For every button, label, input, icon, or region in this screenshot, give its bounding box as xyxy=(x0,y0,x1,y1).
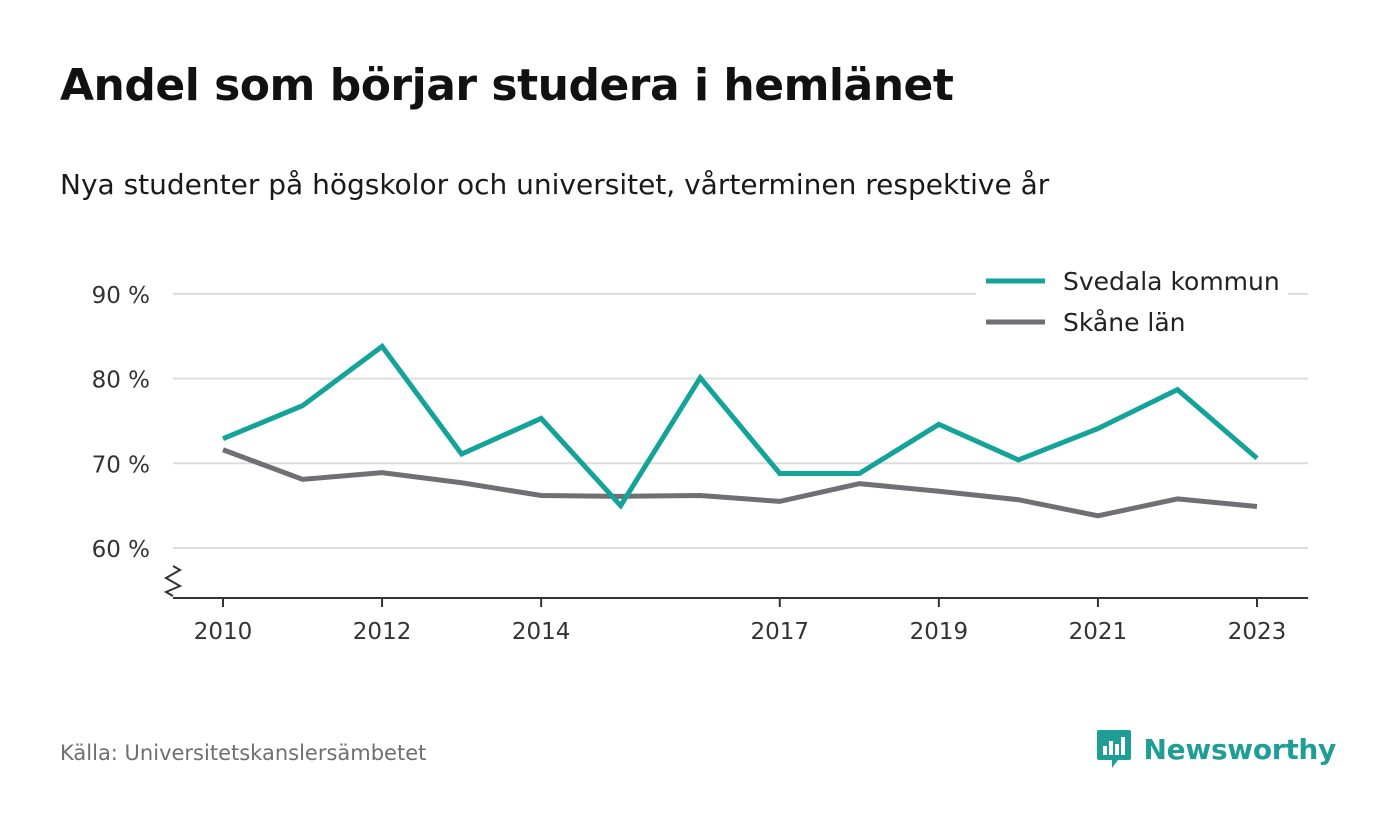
legend: Svedala kommun Skåne län xyxy=(976,256,1288,348)
x-tick-labels: 2010 2012 2014 2017 2019 2021 2023 xyxy=(194,598,1287,645)
y-tick-label: 60 % xyxy=(92,537,150,563)
source-note: Källa: Universitetskanslersämbetet xyxy=(60,741,427,765)
y-tick-labels: 60 % 70 % 80 % 90 % xyxy=(92,283,150,563)
chart-subtitle: Nya studenter på högskolor och universit… xyxy=(60,168,1050,201)
axis-break-icon xyxy=(163,565,183,597)
series-lines xyxy=(222,342,1259,519)
x-tick-label: 2021 xyxy=(1069,619,1128,645)
legend-background xyxy=(976,256,1288,348)
x-tick-label: 2017 xyxy=(750,619,809,645)
y-tick-label: 90 % xyxy=(92,283,150,309)
y-tick-label: 70 % xyxy=(92,452,150,478)
x-axis xyxy=(163,565,1308,599)
x-tick-label: 2019 xyxy=(910,619,969,645)
x-tick-label: 2010 xyxy=(194,619,253,645)
bar-chart-speech-bubble-icon xyxy=(1096,730,1131,768)
x-tick-label: 2014 xyxy=(512,619,571,645)
legend-label: Svedala kommun xyxy=(1063,267,1280,296)
chart-title: Andel som börjar studera i hemlänet xyxy=(60,60,954,111)
series-line-skane-lan xyxy=(222,447,1258,519)
brand-name: Newsworthy xyxy=(1143,732,1337,766)
series-line-svedala-kommun xyxy=(222,342,1259,510)
x-tick-label: 2012 xyxy=(353,619,412,645)
y-tick-label: 80 % xyxy=(92,368,150,394)
brand-logo: Newsworthy xyxy=(1096,728,1336,770)
x-tick-label: 2023 xyxy=(1228,619,1287,645)
legend-label: Skåne län xyxy=(1063,308,1186,337)
